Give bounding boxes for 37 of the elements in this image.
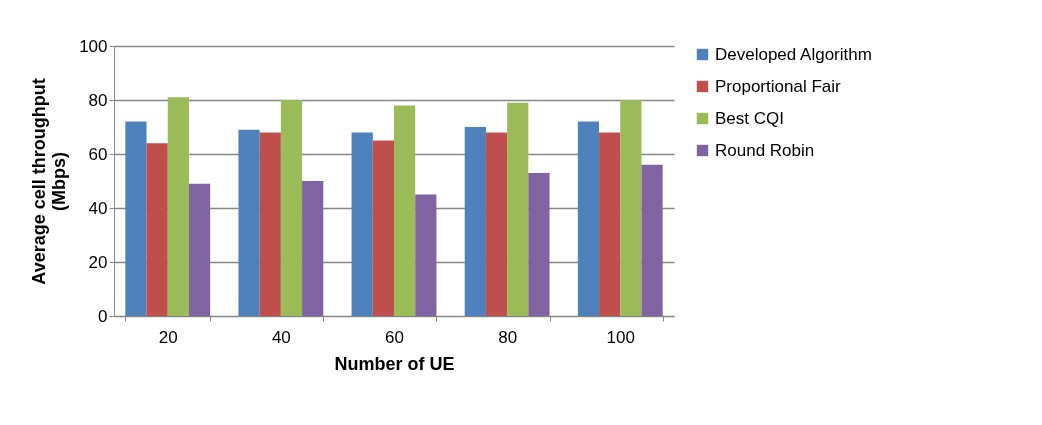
bar	[167, 97, 189, 316]
bar	[641, 164, 663, 316]
y-tick-label: 40	[88, 198, 108, 218]
bar	[259, 132, 281, 316]
x-tick-label: 100	[606, 327, 635, 347]
x-tick-label: 60	[385, 327, 404, 347]
y-tick-label: 80	[88, 90, 108, 110]
legend-label: Proportional Fair	[715, 76, 841, 96]
bar	[528, 172, 550, 316]
legend-label: Developed Algorithm	[715, 44, 872, 64]
y-axis-title: Average cell throughput (Mbps)	[29, 78, 70, 285]
bar	[238, 129, 260, 316]
bar	[415, 194, 437, 316]
y-tick-label: 60	[88, 144, 108, 164]
x-tick-label: 20	[158, 327, 178, 347]
bar	[302, 181, 324, 316]
bar	[507, 102, 529, 316]
bar	[146, 143, 168, 316]
y-tick-label: 0	[98, 306, 108, 326]
legend-label: Best CQI	[715, 108, 784, 128]
bar	[620, 100, 642, 316]
legend-label: Round Robin	[715, 140, 815, 160]
bar	[464, 127, 486, 316]
bar	[280, 100, 303, 316]
y-tick-label: 20	[88, 252, 108, 272]
bar	[394, 105, 416, 316]
x-tick-label: 80	[498, 327, 518, 347]
bar	[351, 132, 373, 316]
bar	[599, 132, 621, 316]
bar	[577, 121, 600, 316]
bar	[372, 140, 394, 316]
bar	[188, 183, 211, 316]
bar	[125, 121, 147, 316]
x-axis-title: Number of UE	[334, 353, 455, 374]
bar	[485, 132, 508, 316]
x-tick-label: 40	[271, 327, 291, 347]
y-tick-label: 100	[79, 36, 108, 56]
